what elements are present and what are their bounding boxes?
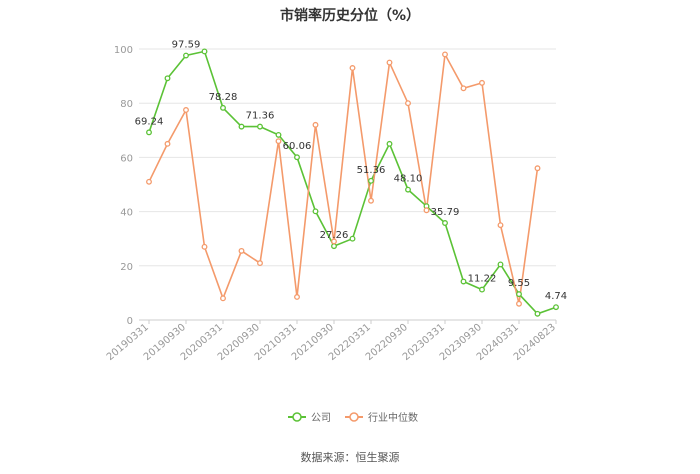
series-1-point [312, 208, 319, 215]
series-line-2 [148, 51, 539, 304]
series-2-point [183, 107, 189, 113]
series-1-point [275, 131, 282, 138]
series-1-point [553, 304, 559, 311]
data-label: 78.28 [209, 92, 238, 103]
series-2-point [331, 238, 337, 245]
series-1-point [183, 52, 189, 59]
series-2-point [534, 165, 541, 172]
series-1-point [220, 104, 226, 111]
legend-swatch-marker [292, 412, 302, 422]
chart-title: 市销率历史分位（%） [280, 7, 420, 24]
series-2-point [516, 300, 522, 307]
y-tick-label: 60 [120, 153, 133, 164]
series-1-point [331, 243, 337, 250]
series-2-point [460, 85, 467, 92]
series-2-point [238, 247, 245, 254]
series-1-point [146, 129, 152, 136]
data-label: 11.22 [468, 274, 497, 285]
series-2-point [146, 178, 152, 185]
legend-swatch-marker [349, 412, 359, 422]
y-tick-label: 20 [120, 262, 133, 273]
series-1-point [479, 286, 485, 293]
series-2-point [164, 140, 171, 147]
series-1-point [516, 291, 522, 298]
y-tick-label: 80 [120, 99, 133, 110]
y-tick-label: 40 [120, 208, 133, 219]
series-2-point [312, 121, 319, 128]
data-label: 97.59 [172, 40, 201, 51]
series-1-point [386, 140, 393, 147]
series-2-point [497, 222, 504, 229]
series-1-point [368, 177, 374, 184]
series-1-point [442, 220, 448, 226]
series-2-point [423, 207, 430, 214]
data-label: 9.55 [508, 278, 530, 289]
y-tick-label: 0 [127, 316, 133, 327]
legend: 公司 行业中位数 [288, 411, 418, 424]
data-label: 48.10 [394, 174, 423, 185]
series-2-point [479, 79, 485, 86]
series-1-point [238, 123, 245, 130]
series-2-point [368, 197, 374, 204]
legend-label: 行业中位数 [368, 411, 418, 424]
series-1-point [497, 261, 504, 268]
series-1-point [349, 235, 356, 242]
series-1-point [460, 278, 467, 285]
legend-label: 公司 [311, 413, 331, 424]
series-1-point [164, 75, 171, 82]
series-1-point [257, 123, 263, 130]
series-2-point [405, 100, 411, 107]
series-1-point [534, 310, 541, 317]
series-2-point [442, 51, 448, 58]
y-tick-label: 100 [114, 45, 133, 56]
data-label: 51.36 [357, 165, 386, 176]
series-2-point [294, 294, 300, 300]
label-layer: 69.24 97.59 78.28 71.36 60.06 27.26 51.36 48.10… [135, 40, 567, 303]
series-1-point [405, 186, 411, 193]
series-2-point [201, 243, 208, 250]
series-1-point [294, 154, 300, 161]
axis-layer: 0204060801002019033120190930202003312020… [105, 45, 558, 363]
data-label: 60.06 [283, 141, 312, 152]
series-layer [146, 48, 559, 317]
series-2-point [349, 65, 356, 71]
source-note: 数据来源：恒生聚源 [301, 450, 400, 464]
series-2-point [386, 59, 393, 66]
data-label: 71.36 [246, 111, 275, 122]
data-label: 4.74 [545, 291, 567, 302]
series-2-point [257, 260, 263, 267]
series-2-point [220, 295, 226, 302]
data-label: 69.24 [135, 116, 164, 127]
data-label: 27.26 [320, 230, 349, 241]
data-label: 35.79 [431, 207, 460, 218]
grid-layer [139, 48, 556, 267]
series-2-point [275, 138, 282, 145]
series-1-point [201, 48, 208, 55]
